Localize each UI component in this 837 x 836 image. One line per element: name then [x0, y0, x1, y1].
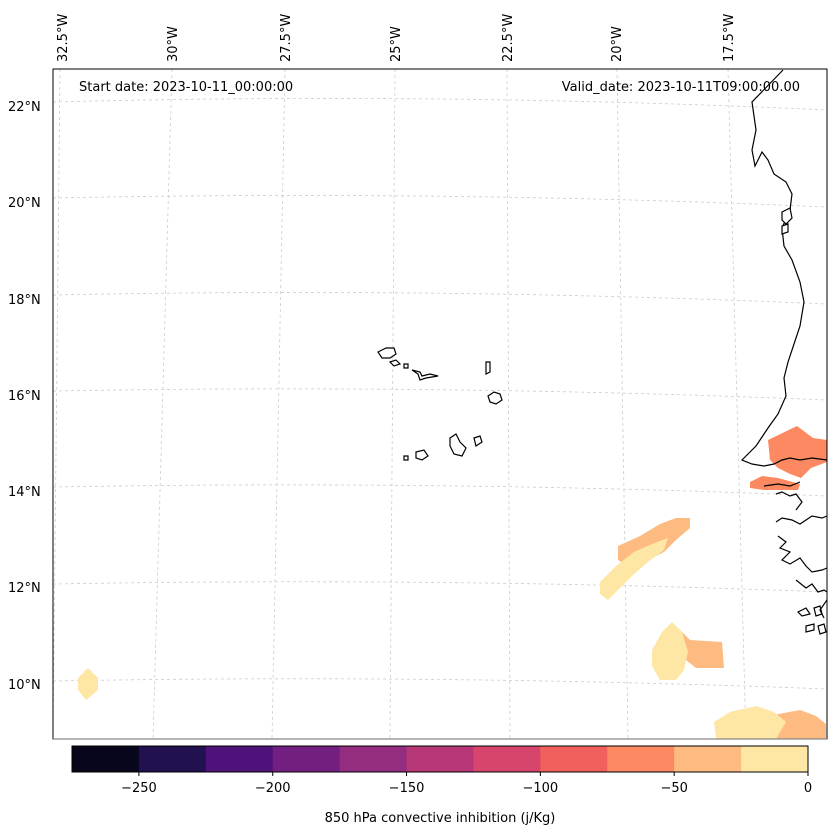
coastline-gambia [763, 481, 803, 511]
island-sao-vicente [388, 359, 402, 367]
colorbar-swatch [741, 746, 809, 772]
colorbar-tick-label: 0 [804, 781, 812, 796]
lat-label-20n: 20°N [8, 196, 41, 211]
island-maio [473, 435, 483, 447]
colorbar-swatch [138, 746, 207, 772]
lat-label-16n: 16°N [8, 389, 41, 404]
colorbar-label: 850 hPa convective inhibition (j/Kg) [325, 811, 556, 826]
island-boa-vista [487, 391, 503, 405]
contour-patch-south-yellow [652, 622, 688, 680]
colorbar-swatch [406, 746, 474, 772]
lon-label-17-5w: 17.5°W [722, 14, 737, 62]
lon-label-22-5w: 22.5°W [501, 14, 516, 62]
coastline-arguin [781, 207, 793, 235]
longitude-gridlines [53, 69, 747, 739]
colorbar-swatch [272, 746, 341, 772]
contour-patch-senegal [768, 426, 827, 478]
longitude-labels: 32.5°W 30°W 27.5°W 25°W 22.5°W 20°W 17.5… [56, 14, 737, 62]
colorbar-swatch [607, 746, 675, 772]
latitude-gridlines [53, 98, 827, 690]
island-sal [485, 361, 491, 375]
colorbar-frame [71, 745, 809, 773]
island-sao-nicolau [411, 369, 439, 381]
colorbar-swatch [339, 746, 408, 772]
contour-patch-west [78, 668, 98, 700]
colorbar-tick-label: −100 [523, 781, 559, 796]
contour-patch-south-orange [678, 628, 724, 668]
lat-label-22n: 22°N [8, 100, 41, 115]
lon-label-30w: 30°W [166, 26, 181, 62]
contour-patch-bottom-yellow [714, 706, 786, 739]
colorbar-tick-label: −150 [389, 781, 425, 796]
latitude-labels: 22°N 20°N 18°N 16°N 14°N 12°N 10°N [8, 100, 41, 693]
island-brava [403, 455, 409, 461]
coastline-sierra-leone [819, 599, 827, 619]
coastline-mauritania [740, 69, 827, 467]
colorbar-tick-label: −250 [121, 781, 157, 796]
colorbar-swatch [72, 746, 140, 772]
island-santo-antao [377, 347, 397, 359]
africa-coastline [740, 69, 827, 635]
lat-label-14n: 14°N [8, 485, 41, 500]
colorbar-tick-label: −200 [255, 781, 291, 796]
map-area [53, 69, 827, 739]
colorbar-swatch [540, 746, 608, 772]
lat-label-12n: 12°N [8, 581, 41, 596]
lat-label-10n: 10°N [8, 678, 41, 693]
colorbar-tick-label: −50 [660, 781, 687, 796]
lon-label-20w: 20°W [610, 26, 625, 62]
colorbar-swatch [205, 746, 274, 772]
colorbar: −250 −200 −150 −100 −50 0 850 hPa convective … [71, 745, 812, 826]
colorbar-swatch [674, 746, 742, 772]
colorbar-ticks: −250 −200 −150 −100 −50 0 [121, 772, 812, 796]
lon-label-25w: 25°W [389, 26, 404, 62]
valid-date-annotation: Valid_date: 2023-10-11T09:00:00.00 [562, 80, 800, 95]
lat-label-18n: 18°N [8, 293, 41, 308]
cape-verde-islands [377, 347, 503, 461]
contour-patch-senegal-south [750, 476, 800, 490]
cin-contours [78, 426, 827, 739]
colorbar-swatches [72, 746, 809, 772]
island-santiago [449, 433, 467, 457]
lon-label-32-5w: 32.5°W [56, 14, 71, 62]
island-santa-luzia [403, 363, 409, 369]
island-fogo [415, 449, 429, 461]
start-date-annotation: Start date: 2023-10-11_00:00:00 [79, 80, 293, 95]
coastline-guinea-bissau [775, 515, 827, 593]
colorbar-swatch [473, 746, 541, 772]
lon-label-27-5w: 27.5°W [279, 14, 294, 62]
contour-patch-streak-yellow [600, 538, 668, 600]
